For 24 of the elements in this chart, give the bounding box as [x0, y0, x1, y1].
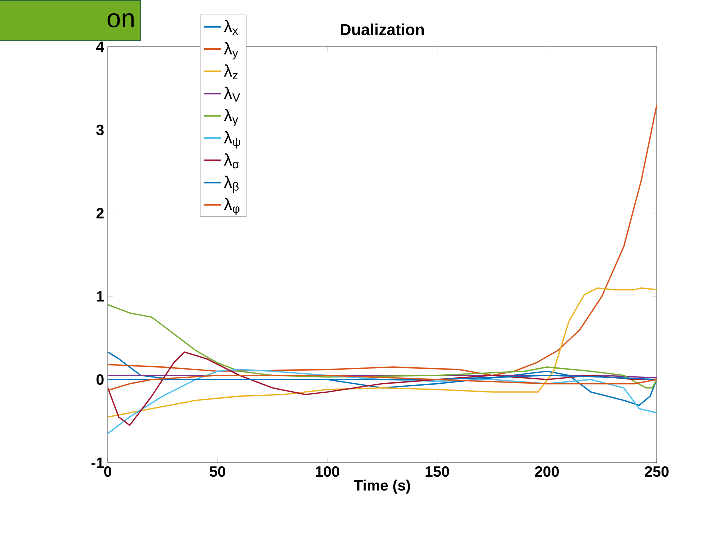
x-tick-label: 50 [210, 466, 226, 478]
legend-label: λ$_{γ}$ [224, 109, 238, 126]
legend-label: λ$_{x}$ [224, 20, 238, 36]
y-tick-label: 3 [96, 124, 104, 136]
legend-label: λ$_{φ}$ [224, 198, 240, 216]
x-tick-label: 0 [104, 466, 112, 478]
x-tick-label: 200 [535, 466, 560, 478]
chart-title: Dualization [341, 24, 424, 36]
x-tick-label: 100 [316, 466, 340, 478]
legend-label: λ$_{β}$ [224, 176, 239, 194]
x-tick-label: 250 [645, 466, 669, 478]
y-tick-label: 4 [96, 42, 104, 52]
y-tick-label: 2 [96, 208, 104, 219]
legend-label: λ$_{α}$ [224, 154, 240, 169]
legend-label: λ$_{z}$ [224, 64, 238, 80]
legend-label: λ$_{y}$ [224, 42, 238, 60]
y-tick-label: 1 [97, 291, 104, 302]
legend-label: λ$_{ψ}$ [224, 131, 240, 149]
y-tick-label: -1 [92, 458, 104, 468]
text: on [108, 13, 134, 28]
x-axis-title: Time (s) [354, 480, 410, 494]
y-tick-label: 0 [96, 374, 104, 386]
x-tick-label: 150 [426, 466, 450, 478]
legend-label: λ$_{V}$ [224, 86, 240, 102]
